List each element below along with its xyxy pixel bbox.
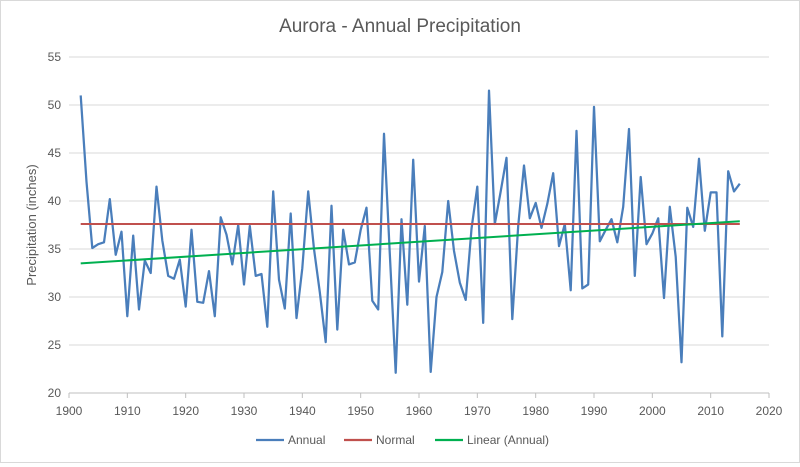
series-line-annual xyxy=(79,89,741,374)
series-lines xyxy=(79,89,741,374)
legend-label-annual: Annual xyxy=(288,433,325,447)
y-tick-label: 50 xyxy=(48,98,62,112)
x-tick-label: 2010 xyxy=(697,404,724,418)
legend-label-linear-annual: Linear (Annual) xyxy=(467,433,549,447)
x-tick-label: 1970 xyxy=(464,404,491,418)
x-tick-label: 1980 xyxy=(522,404,549,418)
y-tick-label: 25 xyxy=(48,338,62,352)
x-tick-label: 1900 xyxy=(56,404,83,418)
chart-title: Aurora - Annual Precipitation xyxy=(279,16,521,37)
y-tick-label: 35 xyxy=(48,242,62,256)
y-tick-label: 45 xyxy=(48,146,62,160)
y-tick-label: 20 xyxy=(48,386,62,400)
x-tick-label: 1940 xyxy=(289,404,316,418)
x-tick-label: 2020 xyxy=(756,404,783,418)
x-tick-label: 1990 xyxy=(581,404,608,418)
y-tick-label: 30 xyxy=(48,290,62,304)
x-tick-label: 2000 xyxy=(639,404,666,418)
y-tick-label: 55 xyxy=(48,50,62,64)
legend: Annual Normal Linear (Annual) xyxy=(256,433,549,447)
x-tick-label: 1920 xyxy=(172,404,199,418)
y-axis-label: Precipitation (inches) xyxy=(24,164,39,285)
axes xyxy=(68,392,770,398)
x-tick-label: 1960 xyxy=(406,404,433,418)
gridlines xyxy=(69,56,769,346)
y-tick-label: 40 xyxy=(48,194,62,208)
x-tick-label: 1950 xyxy=(347,404,374,418)
x-tick-label: 1930 xyxy=(231,404,258,418)
tick-labels: 20 25 30 35 40 45 50 55 1900 1910 1920 1930 1940 1950… xyxy=(48,50,783,418)
legend-label-normal: Normal xyxy=(376,433,415,447)
series-line-linear-annual xyxy=(80,220,740,265)
x-tick-label: 1910 xyxy=(114,404,141,418)
